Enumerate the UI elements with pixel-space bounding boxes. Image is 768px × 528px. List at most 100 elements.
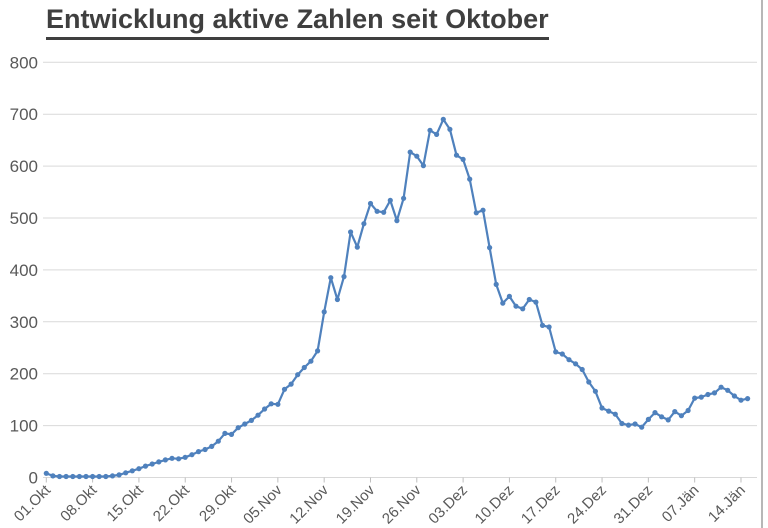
- x-axis-tick-label: 03.Dez: [425, 482, 471, 528]
- data-point-marker: [414, 153, 420, 159]
- data-point-marker: [50, 473, 56, 479]
- data-point-marker: [162, 457, 168, 463]
- y-axis-tick-label: 0: [29, 468, 38, 487]
- data-point-marker: [361, 221, 367, 227]
- data-point-marker: [295, 372, 301, 378]
- data-point-marker: [70, 473, 76, 480]
- data-point-marker: [440, 116, 446, 122]
- data-point-marker: [394, 218, 400, 224]
- data-point-marker: [579, 366, 585, 373]
- data-point-marker: [685, 407, 691, 414]
- data-point-marker: [275, 401, 281, 407]
- data-point-marker: [189, 452, 195, 458]
- data-point-marker: [222, 430, 228, 436]
- data-point-marker: [169, 455, 175, 461]
- data-point-marker: [506, 293, 512, 299]
- chart-title: Entwicklung aktive Zahlen seit Oktober: [46, 4, 549, 40]
- y-axis-tick-label: 100: [10, 417, 38, 436]
- x-axis-tick-label: 29.Okt: [196, 481, 240, 525]
- window-right-border: [761, 0, 763, 528]
- x-axis-tick-label: 31.Dez: [611, 482, 657, 528]
- data-point-marker: [526, 296, 532, 303]
- data-point-marker: [427, 127, 433, 133]
- y-axis-tick-label: 500: [10, 209, 38, 228]
- data-point-marker: [586, 379, 592, 385]
- data-point-marker: [43, 470, 49, 476]
- data-point-marker: [619, 420, 625, 427]
- data-point-marker: [407, 149, 413, 155]
- data-point-marker: [156, 459, 162, 465]
- data-point-marker: [328, 275, 334, 281]
- data-point-marker: [90, 473, 96, 480]
- data-point-marker: [487, 245, 493, 251]
- data-point-marker: [268, 401, 274, 407]
- data-point-marker: [262, 406, 268, 412]
- x-axis-tick-label: 24.Dez: [564, 482, 610, 528]
- data-point-marker: [202, 446, 208, 453]
- data-point-marker: [401, 195, 407, 201]
- data-point-marker: [645, 416, 652, 422]
- data-point-marker: [420, 163, 426, 169]
- data-point-marker: [321, 309, 327, 315]
- data-point-marker: [315, 348, 321, 354]
- data-point-marker: [123, 470, 129, 476]
- data-point-marker: [553, 349, 559, 355]
- y-axis-tick-label: 400: [10, 261, 38, 280]
- data-point-marker: [354, 244, 360, 250]
- data-point-marker: [209, 443, 215, 449]
- data-point-marker: [96, 473, 102, 480]
- data-point-marker: [176, 456, 182, 462]
- data-point-marker: [83, 473, 89, 480]
- data-point-marker: [348, 229, 354, 235]
- data-point-marker: [698, 394, 704, 400]
- data-point-marker: [109, 473, 116, 479]
- data-point-marker: [103, 473, 109, 480]
- data-point-marker: [612, 411, 618, 417]
- data-point-marker: [473, 210, 479, 216]
- data-point-marker: [460, 156, 466, 162]
- data-point-marker: [745, 396, 751, 402]
- data-point-marker: [718, 384, 724, 390]
- data-point-marker: [288, 381, 294, 387]
- data-point-marker: [738, 397, 744, 403]
- data-point-marker: [116, 472, 122, 478]
- x-axis-tick-label: 14.Jän: [705, 482, 749, 526]
- data-point-marker: [480, 207, 486, 213]
- data-point-marker: [136, 466, 142, 472]
- gridlines: [43, 61, 757, 478]
- x-axis-tick-label: 26.Nov: [379, 481, 425, 527]
- x-axis-tick-label: 19.Nov: [333, 481, 379, 527]
- data-point-marker: [659, 414, 665, 420]
- data-point-marker: [705, 391, 711, 398]
- data-point-marker: [341, 274, 347, 280]
- y-axis-tick-label: 600: [10, 157, 38, 176]
- y-axis-tick-label: 800: [10, 53, 38, 72]
- chart-title-text: Entwicklung aktive Zahlen seit Oktober: [46, 4, 549, 40]
- data-point-marker: [652, 410, 658, 416]
- data-point-marker: [374, 208, 380, 214]
- data-point-marker: [533, 299, 539, 305]
- x-axis-labels: 01.Okt 08.Okt 15.Okt 22.Okt 29.Okt 05.Nov 12.N…: [11, 481, 749, 527]
- data-point-marker: [149, 461, 155, 467]
- data-point-marker: [599, 405, 605, 411]
- x-axis-tick-label: 07.Jän: [659, 482, 703, 526]
- data-point-marker: [281, 386, 288, 392]
- data-point-marker: [447, 126, 453, 132]
- y-axis-tick-label: 300: [10, 313, 38, 332]
- data-point-marker: [513, 303, 519, 309]
- x-axis-tick-label: 08.Okt: [57, 481, 101, 525]
- data-point-marker: [182, 454, 188, 460]
- data-point-marker: [546, 324, 552, 330]
- data-point-marker: [592, 388, 599, 394]
- data-point-marker: [334, 296, 340, 303]
- data-point-marker: [632, 421, 638, 427]
- data-point-marker: [573, 361, 579, 367]
- data-point-marker: [467, 176, 473, 182]
- data-point-marker: [308, 358, 314, 364]
- data-point-marker: [731, 393, 738, 399]
- data-point-marker: [500, 300, 506, 306]
- data-point-marker: [434, 131, 440, 137]
- x-axis-tick-label: 10.Dez: [472, 482, 518, 528]
- data-point-marker: [520, 306, 526, 312]
